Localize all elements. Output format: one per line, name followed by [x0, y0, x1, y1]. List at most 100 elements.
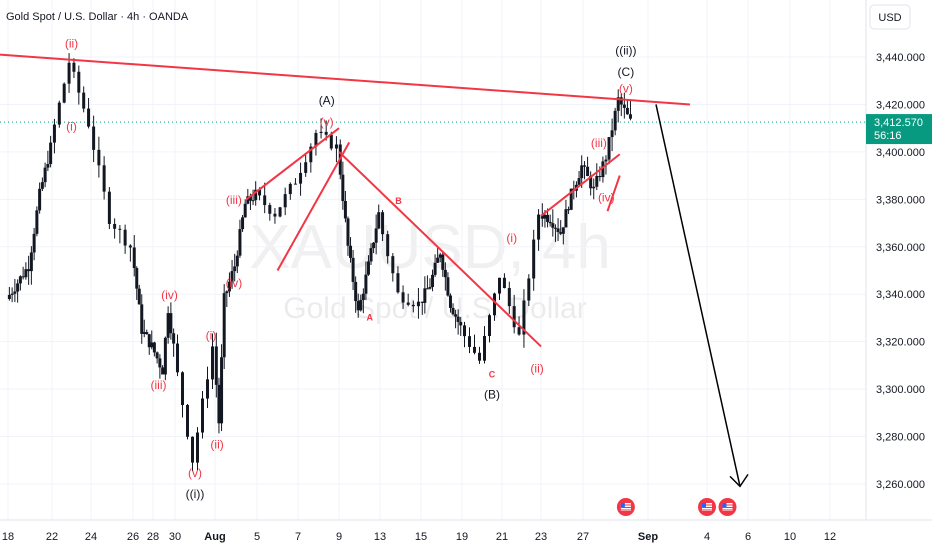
- candle-down: [473, 346, 476, 353]
- candle-down: [27, 269, 31, 272]
- candle-down: [583, 165, 587, 167]
- trendline-c-wave-channel-lower: [606, 175, 621, 212]
- candle-up: [241, 217, 245, 230]
- candle-up: [18, 276, 22, 284]
- us-flag-event-icon[interactable]: [698, 498, 716, 516]
- time-ticks: 18 22 24 26 28 30 Aug 5 7 9 13 15 19 21 23 27 Sep 4 6 10 12: [2, 531, 836, 543]
- us-flag-event-icon[interactable]: [616, 498, 635, 516]
- candle-down: [140, 304, 144, 334]
- candle-down: [619, 97, 623, 105]
- candle-up: [142, 332, 146, 334]
- candle-down: [540, 214, 544, 219]
- trendline-b-wave-downtrend: [338, 151, 542, 348]
- wave-label: (i): [66, 120, 77, 134]
- candle-up: [13, 291, 17, 294]
- candle-up: [29, 252, 33, 272]
- candle-down: [386, 234, 390, 257]
- candle-down: [191, 436, 194, 463]
- price-tick-label: 3,280.000: [876, 432, 925, 444]
- candle-up: [7, 294, 11, 299]
- candle-up: [334, 144, 338, 149]
- time-tick-label: 22: [46, 531, 58, 543]
- candle-down: [411, 304, 415, 307]
- candle-up: [438, 254, 442, 258]
- candle-up: [227, 281, 231, 292]
- time-tick-label: 18: [2, 531, 14, 543]
- candle-down: [72, 62, 76, 72]
- candle-down: [161, 367, 165, 375]
- candle-down: [102, 165, 106, 192]
- candle-down: [248, 196, 252, 201]
- grid-lines: [0, 0, 866, 520]
- time-tick-label: 9: [336, 531, 342, 543]
- wave-label: B: [395, 196, 402, 206]
- candle-down: [329, 134, 333, 149]
- candle-down: [92, 126, 96, 150]
- candle-down: [128, 245, 132, 248]
- candle-down: [354, 281, 358, 302]
- time-axis[interactable]: 18 22 24 26 28 30 Aug 5 7 9 13 15 19 21 23 27 Sep 4 6 10 12: [0, 519, 932, 543]
- candle-up: [46, 163, 50, 168]
- candle-down: [451, 307, 455, 315]
- candle-down: [349, 245, 353, 258]
- candle-down: [258, 189, 262, 196]
- candle-up: [361, 293, 365, 301]
- candle-down: [147, 334, 151, 348]
- wave-label: (v): [188, 466, 202, 480]
- candle-up: [314, 133, 318, 147]
- candle-up: [483, 335, 486, 361]
- candle-down: [456, 316, 460, 322]
- candle-down: [135, 268, 139, 289]
- candle-up: [254, 189, 258, 201]
- current-price-badge-bg: [866, 114, 932, 145]
- candle-up: [62, 83, 66, 103]
- candle-down: [186, 405, 189, 437]
- candle-down: [82, 92, 86, 109]
- currency-button[interactable]: [869, 4, 911, 30]
- price-tick-label: 3,440.000: [876, 52, 925, 64]
- price-axis[interactable]: USD 3,440.000 3,420.000 3,400.000 3,380.000…: [865, 0, 932, 520]
- candle-up: [43, 167, 47, 183]
- wave-label: ((ii)): [615, 44, 636, 58]
- candle-up: [288, 183, 292, 195]
- candle-up: [57, 102, 61, 125]
- trendline-abc-channel-upper: [245, 127, 340, 201]
- candle-up: [150, 342, 154, 348]
- candle-up: [564, 209, 568, 228]
- candle-up: [532, 239, 536, 279]
- candle-up: [243, 203, 247, 218]
- time-tick-label: 13: [374, 531, 386, 543]
- candle-up: [49, 142, 53, 164]
- candle-down: [406, 302, 410, 305]
- trendline-upper-resistance: [0, 53, 691, 106]
- candle-up: [293, 183, 297, 185]
- candle-down: [137, 288, 141, 305]
- candle-down: [176, 343, 179, 373]
- candle-down: [214, 346, 218, 385]
- candle-up: [613, 110, 617, 131]
- candle-up: [610, 130, 614, 138]
- wave-label: (iv): [161, 288, 178, 302]
- candle-up: [428, 286, 432, 289]
- candle-up: [283, 194, 287, 208]
- candle-up: [32, 233, 36, 253]
- candle-down: [145, 332, 149, 335]
- us-flag-event-icon[interactable]: [718, 498, 737, 516]
- wave-label: (iii): [591, 136, 607, 150]
- candle-down: [346, 218, 350, 246]
- candle-down: [113, 223, 117, 229]
- candle-up: [319, 131, 323, 134]
- candle-up: [569, 188, 573, 210]
- economic-events[interactable]: [616, 498, 737, 516]
- candle-up: [163, 337, 167, 375]
- wave-label: (ii): [65, 37, 78, 51]
- candle-up: [364, 274, 368, 294]
- time-tick-label: 5: [254, 531, 260, 543]
- candle-down: [546, 214, 550, 222]
- wave-label: (iii): [226, 193, 242, 207]
- candlesticks: [7, 53, 632, 472]
- candle-down: [468, 336, 471, 347]
- candle-up: [238, 229, 242, 256]
- candle-down: [391, 256, 395, 274]
